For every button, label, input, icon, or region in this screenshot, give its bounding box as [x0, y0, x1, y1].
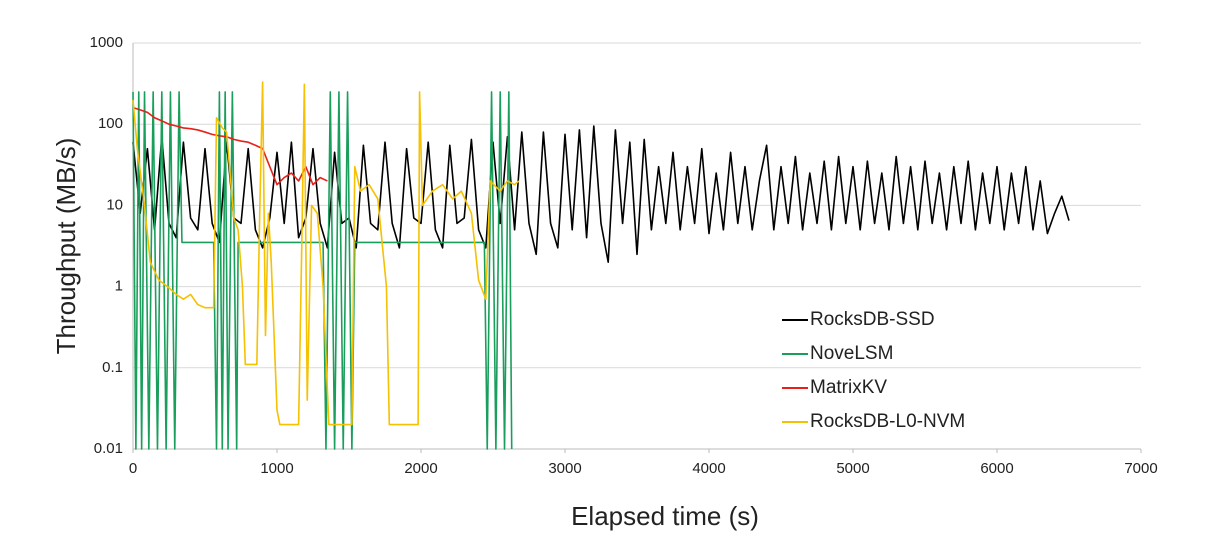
series-line — [132, 81, 520, 426]
legend-label: MatrixKV — [810, 377, 887, 398]
x-tick-label: 6000 — [980, 460, 1013, 477]
y-tick-label: 0.01 — [94, 440, 123, 457]
y-tick-label: 0.1 — [102, 359, 123, 376]
x-tick-label: 7000 — [1124, 460, 1157, 477]
legend-label: RocksDB-L0-NVM — [810, 411, 965, 432]
y-tick-label: 1 — [115, 278, 123, 295]
y-tick-label: 100 — [98, 115, 123, 132]
x-axis-title: Elapsed time (s) — [571, 501, 759, 531]
y-tick-label: 1000 — [90, 34, 123, 51]
series-line — [132, 106, 328, 186]
x-tick-label: 4000 — [692, 460, 725, 477]
x-tick-label: 0 — [129, 460, 137, 477]
y-axis-title: Throughput (MB/s) — [51, 138, 81, 355]
x-tick-label: 1000 — [260, 460, 293, 477]
legend-label: RocksDB-SSD — [810, 309, 935, 330]
series-line — [132, 125, 1070, 263]
x-tick-label: 5000 — [836, 460, 869, 477]
series-line — [132, 91, 513, 450]
x-tick-label: 2000 — [404, 460, 437, 477]
y-tick-label: 10 — [106, 196, 123, 213]
x-tick-label: 3000 — [548, 460, 581, 477]
legend-label: NoveLSM — [810, 343, 893, 364]
